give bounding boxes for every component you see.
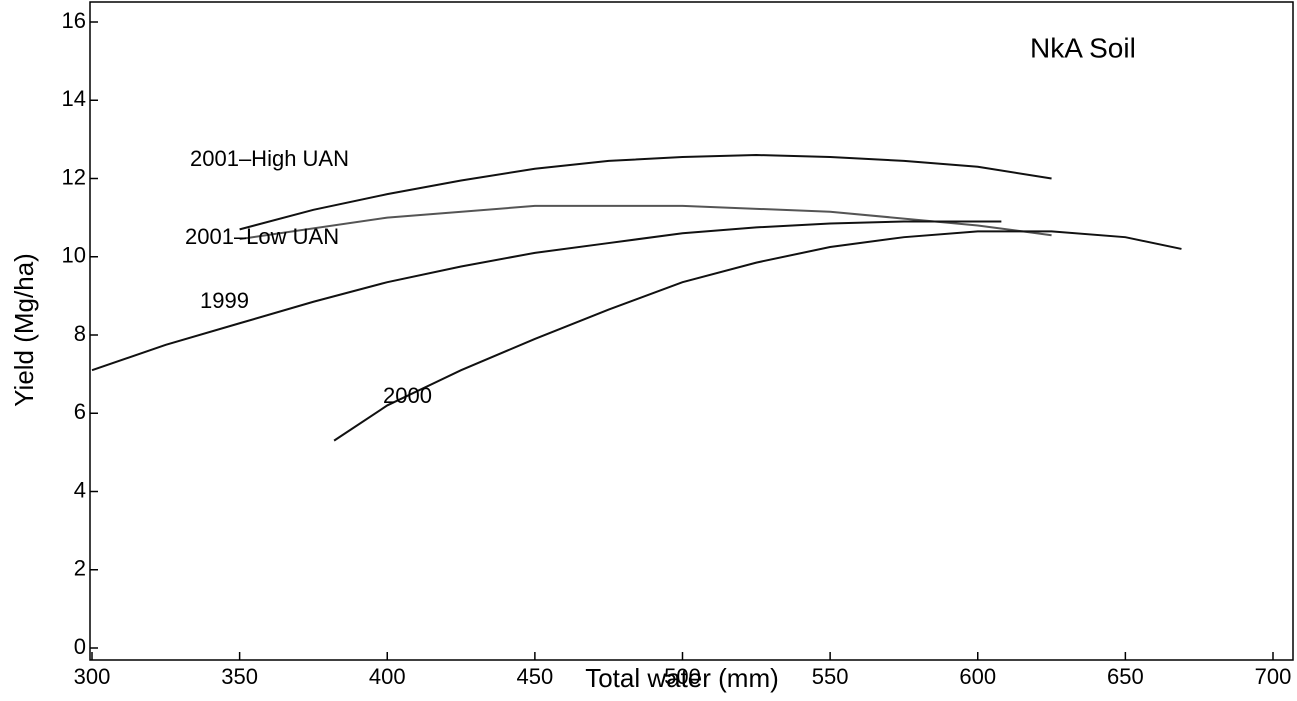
series-label: 2000 (383, 383, 432, 408)
y-tick-label: 6 (74, 399, 86, 424)
series-line (91, 220, 1002, 372)
x-tick-label: 650 (1107, 664, 1144, 689)
x-tick-label: 300 (74, 664, 111, 689)
plot-frame (89, 1, 1294, 661)
x-tick-label: 500 (664, 664, 701, 689)
series-line (239, 154, 1052, 231)
series-line (239, 204, 1052, 241)
y-axis-title: Yield (Mg/ha) (9, 253, 39, 407)
series-label: 1999 (200, 288, 249, 313)
x-tick-label: 400 (369, 664, 406, 689)
y-tick-label: 8 (74, 321, 86, 346)
x-tick-label: 550 (812, 664, 849, 689)
y-tick-label: 14 (62, 86, 86, 111)
x-tick-label: 350 (221, 664, 258, 689)
x-tick-label: 700 (1255, 664, 1292, 689)
series-line (333, 230, 1182, 442)
series-label: 2001–High UAN (190, 146, 349, 171)
x-tick-label: 600 (959, 664, 996, 689)
y-tick-label: 2 (74, 556, 86, 581)
x-tick-label: 450 (517, 664, 554, 689)
y-tick-label: 4 (74, 477, 86, 502)
y-tick-label: 10 (62, 243, 86, 268)
series-label: 2001–Low UAN (185, 224, 339, 249)
y-tick-label: 12 (62, 164, 86, 189)
y-tick-label: 0 (74, 634, 86, 659)
y-tick-label: 16 (62, 8, 86, 33)
x-axis-title: Total water (mm) (585, 663, 779, 693)
annotation: NkA Soil (1030, 32, 1136, 63)
